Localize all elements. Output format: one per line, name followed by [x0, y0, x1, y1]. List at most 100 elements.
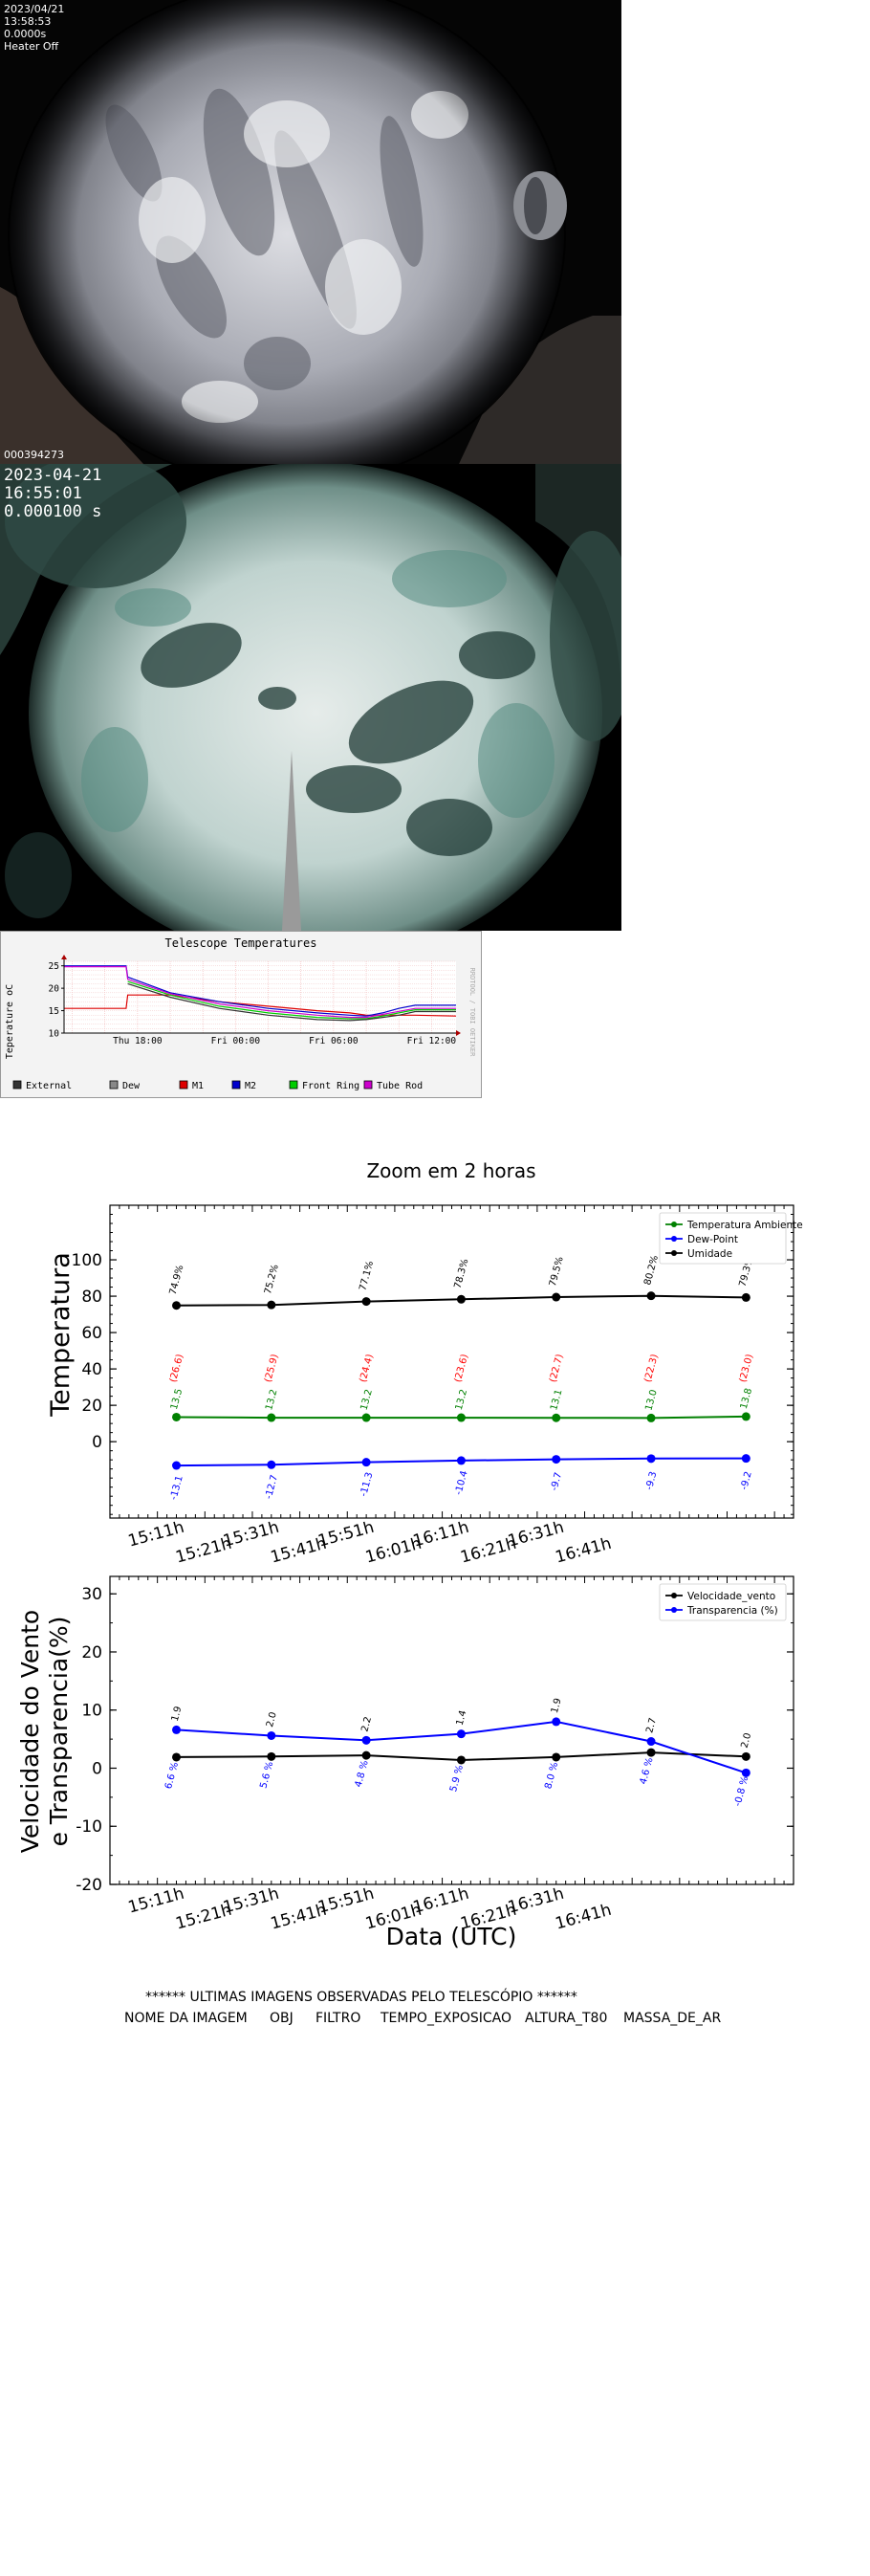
zoom-point: [172, 1461, 182, 1470]
camera2-exposure: 0.000100 s: [4, 502, 102, 521]
wind-point: [267, 1751, 276, 1761]
wind-xtick-label: 16:41h: [554, 1901, 614, 1934]
telescope-chart-ylabel: Teperature oC: [5, 984, 15, 1059]
zoom-point: [172, 1412, 182, 1421]
telescope-xtick-label: Thu 18:00: [113, 1036, 163, 1046]
telescope-legend-swatch: [12, 1080, 22, 1090]
wind-ytick-label: -10: [76, 1817, 102, 1837]
zoom-dewpoint-label: -9.3: [644, 1470, 660, 1491]
zoom-point: [456, 1456, 466, 1465]
zoom-2h-temperature-chart: Zoom em 2 horas Temperatura 0 20 40 60 80 100…: [46, 1159, 803, 1568]
wind-point: [267, 1730, 276, 1740]
telescope-chart-title: Telescope Temperatures: [165, 936, 317, 950]
zoom-point: [267, 1460, 276, 1469]
allsky-camera-image-2: 2023-04-21 16:55:01 0.000100 s: [0, 464, 621, 931]
rrdtool-credit: RRDTOOL / TOBI OETIKER: [468, 968, 476, 1058]
wind-xtick-label: 16:31h: [506, 1884, 566, 1918]
sky-fisheye-1: [0, 0, 621, 464]
wind-speed-label: 2.0: [265, 1711, 279, 1728]
wind-point: [646, 1748, 656, 1757]
camera1-time: 13:58:53: [4, 15, 52, 28]
col-airmass: MASSA_DE_AR: [623, 2011, 722, 2026]
telescope-series-tube-rod: [64, 965, 456, 1019]
telescope-legend-label: M2: [245, 1081, 256, 1091]
camera2-date: 2023-04-21: [4, 466, 102, 485]
wind-transparency-label: 8.0 %: [543, 1761, 560, 1790]
telescope-legend-swatch: [109, 1080, 119, 1090]
zoom-legend-label: Umidade: [687, 1248, 732, 1260]
zoom-dewpoint-label: -9.2: [739, 1470, 754, 1491]
camera1-frame-id: 000394273: [4, 449, 64, 461]
wind-transparency-label: 5.6 %: [258, 1760, 275, 1789]
telescope-series-front-ring: [127, 980, 456, 1020]
zoom-humidity-label: 74.9%: [168, 1264, 186, 1296]
wind-chart-xlabel: Data (UTC): [386, 1923, 517, 1950]
zoom-point: [267, 1300, 276, 1310]
telescope-legend-swatch: [363, 1080, 373, 1090]
wind-ytick-label: 0: [92, 1759, 102, 1778]
zoom-temp-annotation: (23.6): [453, 1353, 470, 1383]
zoom-xtick-label: 16:11h: [411, 1518, 471, 1552]
zoom-point: [741, 1454, 750, 1464]
wind-transparency-label: 4.6 %: [639, 1756, 656, 1785]
telescope-series-external: [127, 982, 456, 1022]
telescope-legend-swatch: [289, 1080, 298, 1090]
zoom-chart-ylabel: Temperatura: [46, 1252, 76, 1418]
wind-speed-label: 1.9: [170, 1706, 185, 1723]
zoom-ytick-label: 0: [92, 1433, 102, 1452]
col-exposure-time: TEMPO_EXPOSICAO: [381, 2011, 511, 2026]
telescope-x-arrow: [456, 1030, 461, 1036]
zoom-dewpoint-label: -9.7: [549, 1471, 564, 1492]
wind-ytick-label: 30: [81, 1585, 102, 1604]
col-filter: FILTRO: [315, 2011, 361, 2026]
telescope-legend-label: Front Ring: [302, 1081, 359, 1091]
zoom-dewpoint-label: -10.4: [453, 1469, 469, 1496]
zoom-humidity-label: 78.3%: [453, 1258, 471, 1290]
zoom-ambient-label: 13.5: [169, 1388, 185, 1411]
zoom-ytick-label: 40: [81, 1360, 102, 1379]
zoom-point: [361, 1413, 371, 1422]
telescope-series-m1: [64, 994, 457, 1017]
zoom-point: [646, 1454, 656, 1464]
col-image-name: NOME DA IMAGEM: [124, 2011, 248, 2026]
telescope-legend-swatch: [231, 1080, 241, 1090]
wind-ytick-label: -20: [76, 1876, 102, 1895]
telescope-legend-swatch: [179, 1080, 188, 1090]
wind-point: [741, 1768, 750, 1777]
wind-speed-label: 1.4: [455, 1709, 469, 1727]
telescope-y-arrow: [61, 955, 67, 959]
zoom-point: [456, 1413, 466, 1422]
zoom-chart-title: Zoom em 2 horas: [366, 1159, 535, 1182]
wind-speed-label: 2.7: [644, 1717, 659, 1734]
allsky-camera-image-1: 2023/04/21 13:58:53 0.0000s Heater Off 0…: [0, 0, 621, 464]
wind-line-transparencia-: [176, 1720, 747, 1774]
telescope-legend-label: Dew: [122, 1081, 141, 1091]
wind-legend-label: Velocidade_vento: [687, 1591, 775, 1602]
zoom-ytick-label: 20: [81, 1397, 102, 1416]
wind-point: [361, 1750, 371, 1760]
zoom-ambient-label: 13.8: [739, 1387, 754, 1410]
wind-transparency-label: -0.8 %: [732, 1775, 750, 1808]
zoom-dewpoint-label: -12.7: [264, 1474, 280, 1501]
zoom-xtick-label: 16:41h: [554, 1534, 614, 1568]
wind-transparency-chart: Velocidade do Vento e Transparencia(%) D…: [16, 1575, 794, 1950]
zoom-point: [646, 1291, 656, 1301]
zoom-point: [741, 1292, 750, 1302]
telescope-xtick-label: Fri 12:00: [407, 1036, 457, 1046]
zoom-ytick-label: 80: [81, 1288, 102, 1307]
zoom-dewpoint-label: -11.3: [359, 1471, 375, 1498]
telescope-ytick-label: 25: [49, 961, 59, 972]
wind-speed-label: 2.0: [740, 1732, 754, 1750]
zoom-humidity-label: 75.2%: [263, 1264, 281, 1296]
telescope-ytick-label: 20: [49, 984, 60, 995]
telescope-ytick-label: 10: [49, 1029, 60, 1040]
camera1-date: 2023/04/21: [4, 3, 65, 15]
zoom-ambient-label: 13.1: [549, 1388, 564, 1411]
wind-xtick-label: 16:11h: [411, 1884, 471, 1918]
zoom-point: [267, 1413, 276, 1422]
wind-chart-ylabel-line2: e Transparencia(%): [45, 1617, 73, 1847]
telescope-xtick-label: Fri 00:00: [211, 1036, 261, 1046]
zoom-legend-box: [659, 1212, 787, 1265]
wind-point: [552, 1752, 561, 1762]
zoom-point: [172, 1301, 182, 1310]
